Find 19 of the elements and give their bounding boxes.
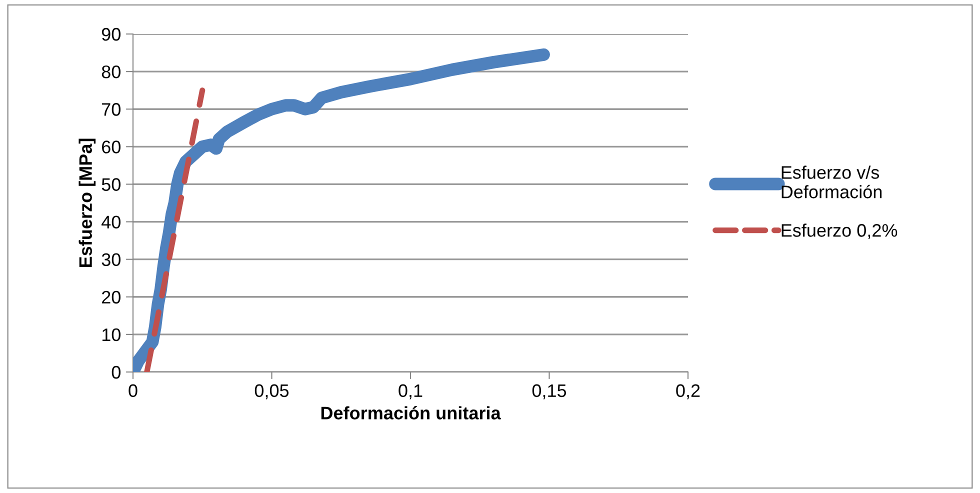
y-tick-label: 10 bbox=[102, 328, 120, 342]
x-tick-label: 0,05 bbox=[254, 384, 289, 400]
y-tick-label: 60 bbox=[102, 140, 120, 154]
x-tick-label: 0 bbox=[128, 384, 138, 398]
legend-label: Esfuerzo 0,2% bbox=[782, 224, 898, 239]
y-tick-label: 50 bbox=[102, 178, 120, 191]
x-tick-label: 0,15 bbox=[532, 384, 566, 400]
y-tick-label: 90 bbox=[102, 28, 120, 41]
x-tick-label: 0,2 bbox=[676, 384, 700, 400]
x-tick-label: 0,1 bbox=[398, 384, 422, 400]
y-tick-label: 30 bbox=[102, 253, 120, 266]
y-tick-label: 0 bbox=[112, 366, 120, 379]
y-tick-label: 80 bbox=[102, 65, 120, 78]
y-tick-label: 40 bbox=[102, 216, 120, 228]
y-tick-label: 20 bbox=[102, 290, 120, 304]
y-tick-label: 70 bbox=[102, 103, 120, 116]
y-axis-title: Esfuerzo [MPa] bbox=[78, 138, 96, 267]
legend-label: Esfuerzo v/s Deformación bbox=[782, 166, 882, 198]
x-axis-title: Deformación unitaria bbox=[321, 406, 501, 420]
